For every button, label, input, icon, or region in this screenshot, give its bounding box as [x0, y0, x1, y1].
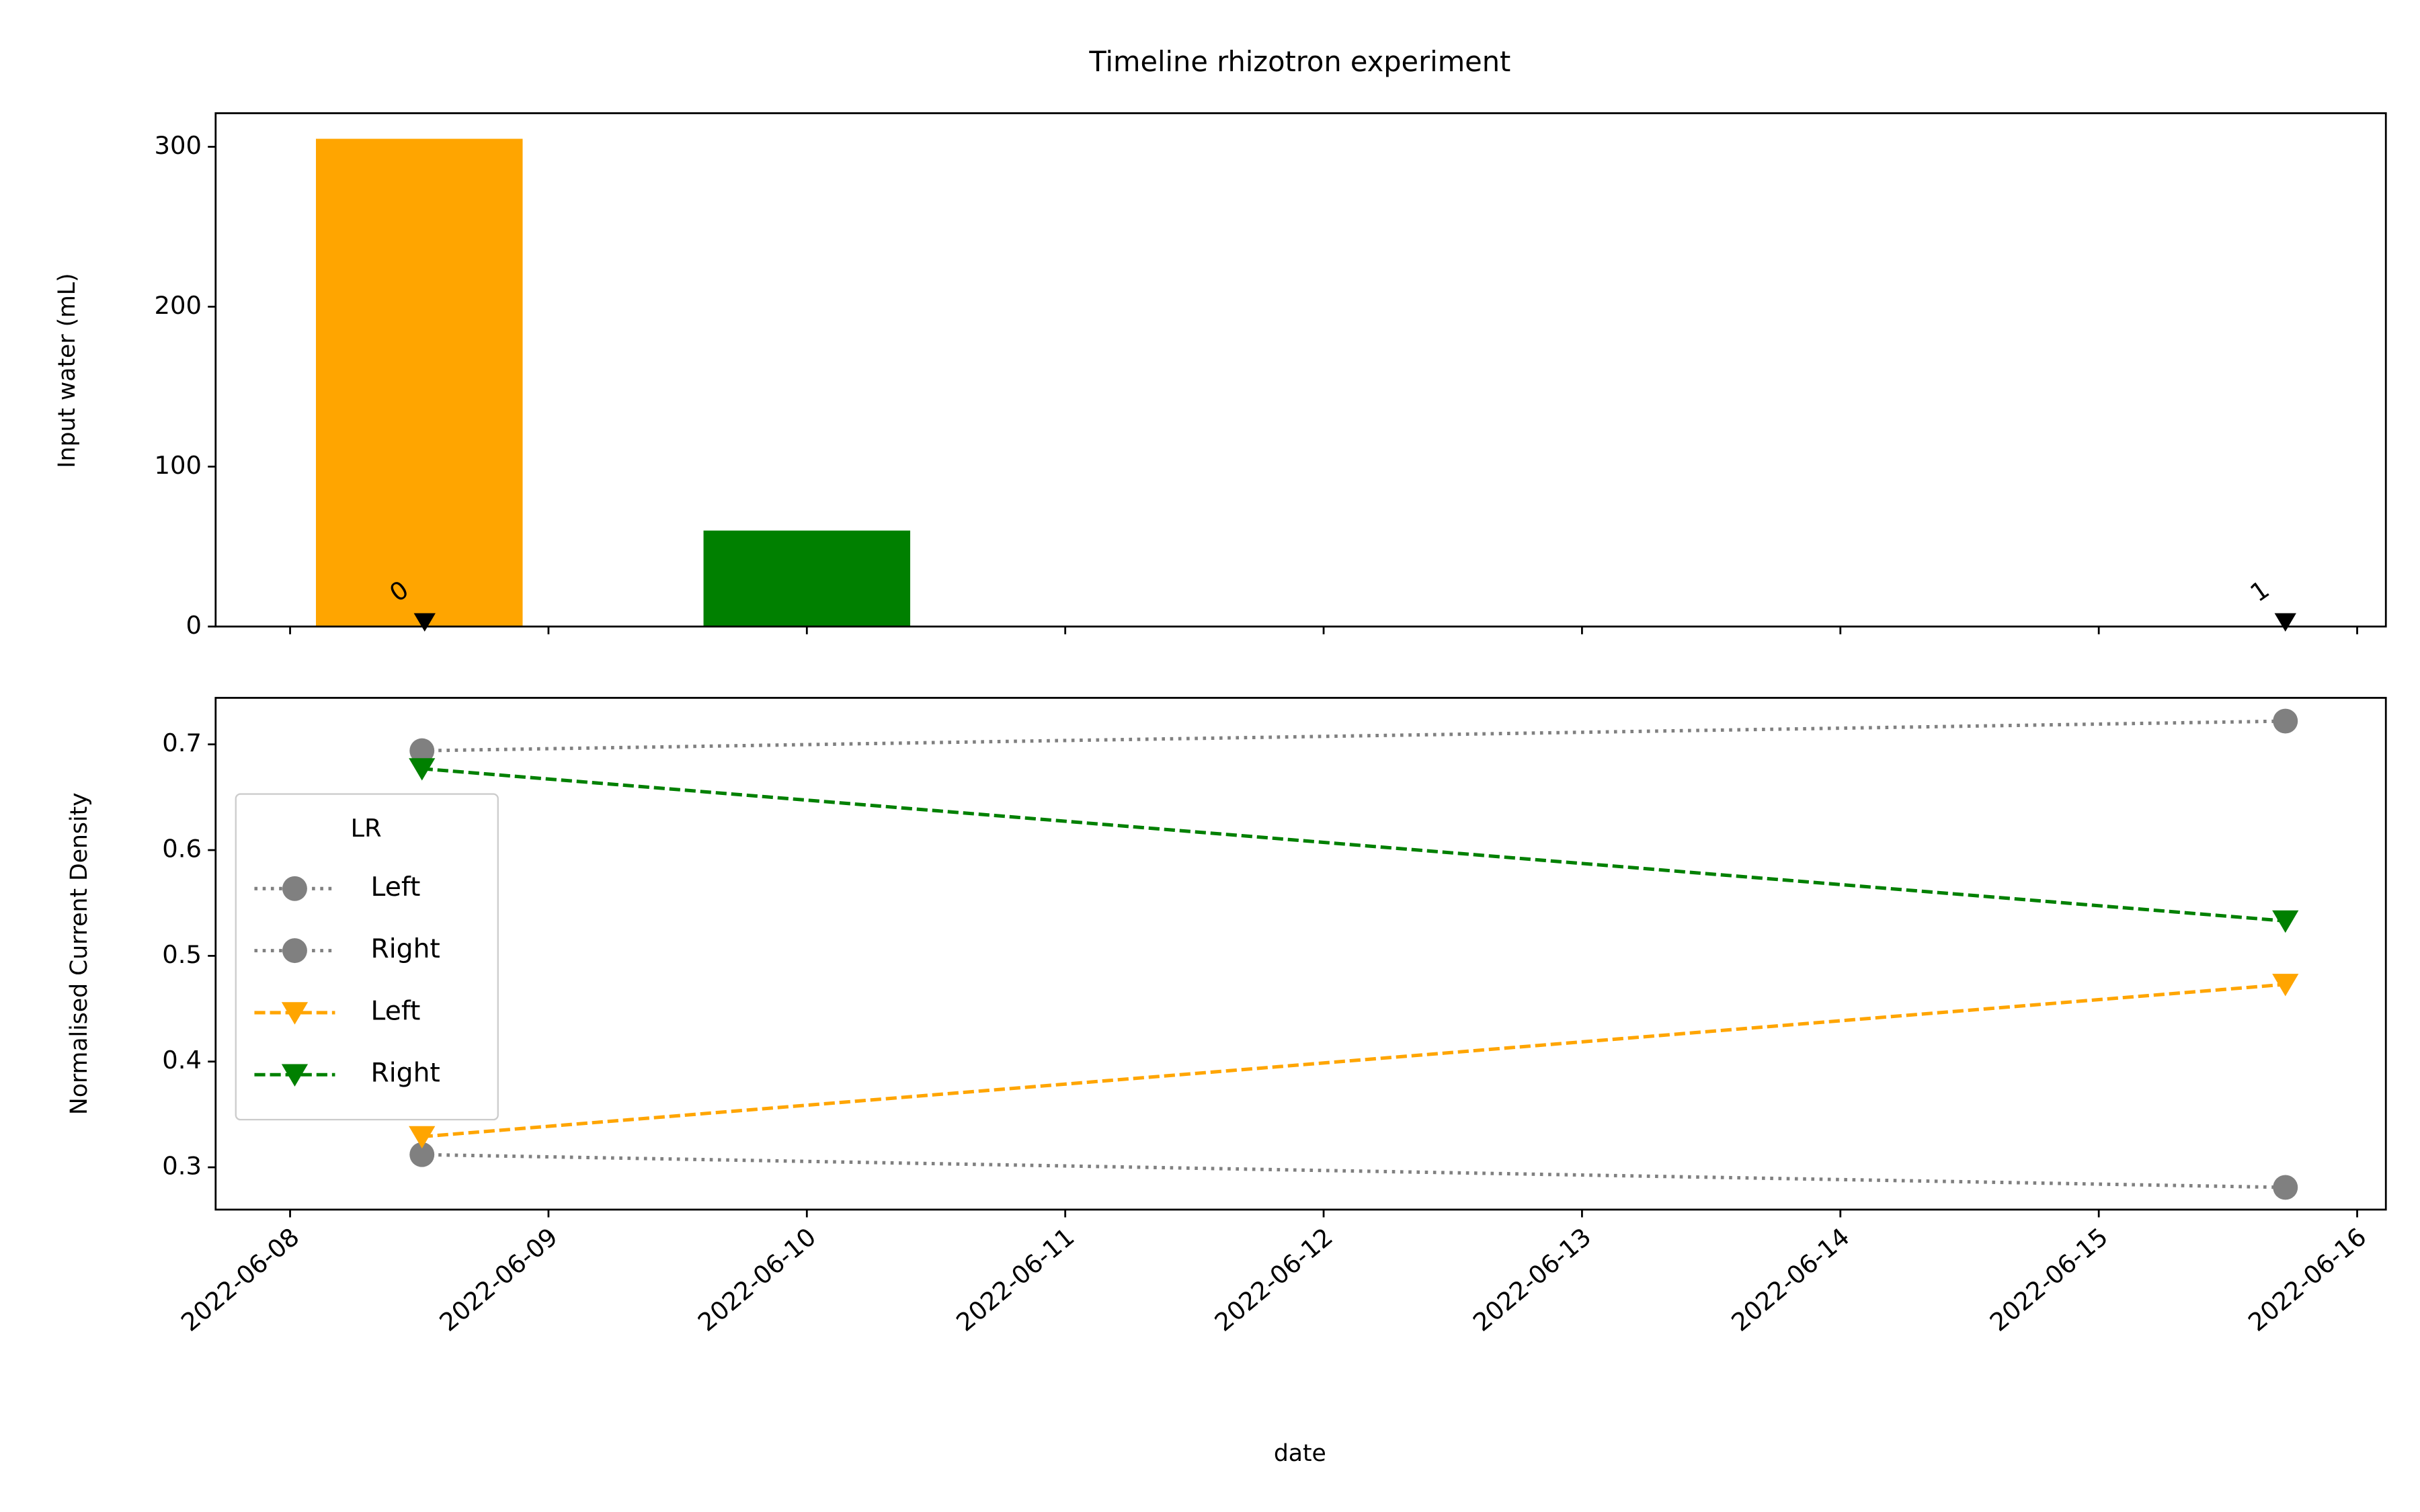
y-tick-label: 0.4 — [162, 1046, 202, 1075]
point — [409, 758, 436, 781]
legend-label: Left — [371, 996, 421, 1026]
y-axis-label: Normalised Current Density — [66, 792, 93, 1115]
legend-box — [235, 793, 499, 1121]
series-line — [421, 982, 2286, 1138]
legend-marker — [282, 876, 307, 901]
point — [409, 1126, 436, 1149]
x-tick-label: 2022-06-13 — [1467, 1222, 1597, 1337]
x-axis-label: date — [1274, 1440, 1326, 1467]
y-tick-label: 100 — [155, 451, 202, 480]
y-tick-label: 0.3 — [162, 1152, 202, 1181]
plot-frame — [214, 697, 2387, 1211]
point — [2273, 708, 2298, 734]
point — [2272, 974, 2299, 997]
x-tick-label: 2022-06-15 — [1984, 1222, 2113, 1337]
plot-frame — [214, 112, 2387, 628]
y-tick-label: 0.5 — [162, 940, 202, 969]
legend-title: LR — [351, 814, 382, 843]
legend-marker — [282, 938, 307, 964]
x-tick-label: 2022-06-09 — [434, 1222, 563, 1337]
y-tick-label: 0.6 — [162, 835, 202, 864]
x-tick-label: 2022-06-08 — [175, 1222, 305, 1337]
y-tick-label: 200 — [155, 291, 202, 320]
y-axis-label: Input water (mL) — [54, 273, 81, 468]
legend-marker — [281, 1002, 309, 1025]
annotation-marker — [2274, 613, 2296, 632]
annotation-marker — [413, 613, 436, 632]
legend-label: Right — [371, 1058, 440, 1089]
bar — [703, 530, 911, 627]
y-tick-label: 300 — [155, 131, 202, 160]
legend-label: Left — [371, 872, 421, 902]
x-tick-label: 2022-06-11 — [951, 1222, 1080, 1337]
point — [2272, 910, 2299, 933]
series-line — [421, 719, 2286, 753]
bar — [315, 138, 523, 627]
point — [409, 738, 435, 763]
point — [2273, 1175, 2298, 1200]
legend-marker — [281, 1064, 309, 1087]
legend-label: Right — [371, 934, 440, 964]
x-tick-label: 2022-06-10 — [692, 1222, 821, 1337]
annotation-label: 1 — [2245, 575, 2275, 608]
series-line — [421, 1152, 2286, 1189]
point — [409, 1142, 435, 1167]
x-tick-label: 2022-06-12 — [1209, 1222, 1338, 1337]
y-tick-label: 0.7 — [162, 728, 202, 757]
series-line — [421, 767, 2286, 923]
x-tick-label: 2022-06-14 — [1726, 1222, 1855, 1337]
y-tick-label: 0 — [186, 611, 202, 640]
x-tick-label: 2022-06-16 — [2243, 1222, 2372, 1337]
chart-title: Timeline rhizotron experiment — [1088, 45, 1510, 78]
